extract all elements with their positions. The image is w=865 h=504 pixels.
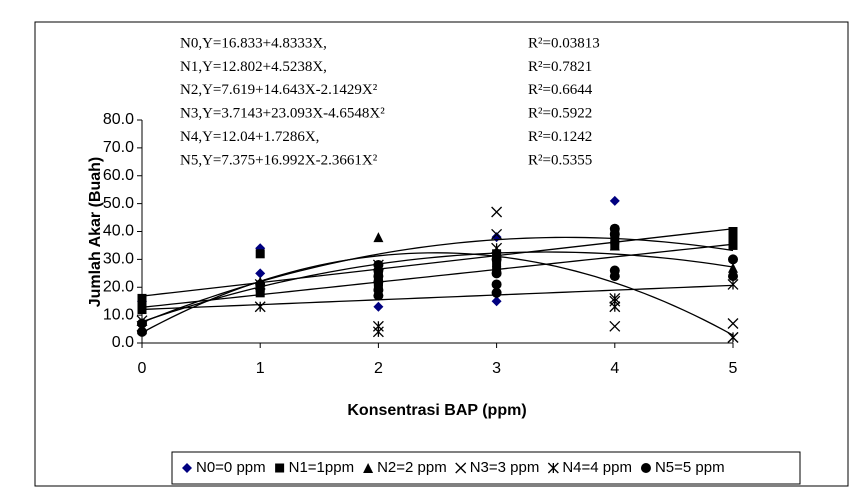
- marker: [373, 276, 384, 287]
- legend-label: N1=1ppm: [289, 459, 354, 476]
- equation: N4,Y=12.04+1.7286X,: [180, 129, 319, 145]
- marker: [137, 293, 147, 303]
- marker: [491, 228, 503, 240]
- marker: [137, 326, 147, 337]
- marker: [491, 242, 503, 254]
- marker: [728, 227, 738, 236]
- marker: [728, 240, 738, 250]
- marker: [609, 295, 621, 307]
- legend-item: N0=0 ppm: [182, 459, 266, 476]
- marker: [372, 326, 384, 338]
- x-axis-title: Konsentrasi BAP (ppm): [347, 402, 526, 419]
- y-tick-label: 0.0: [112, 334, 134, 351]
- marker: [609, 320, 621, 332]
- r-squared: R²=0.03813: [528, 35, 600, 51]
- marker: [609, 229, 620, 240]
- marker: [255, 249, 265, 259]
- r-squared: R²=0.5355: [528, 152, 592, 168]
- trendline: [141, 251, 734, 323]
- y-axis-title: Jumlah Akar (Buah): [87, 157, 104, 308]
- legend-item: N4=4 ppm: [547, 459, 632, 476]
- chart-border: [34, 21, 849, 487]
- r-squared: R²=0.6644: [528, 82, 593, 98]
- r-squared: R²=0.5922: [528, 106, 592, 122]
- marker: [491, 254, 502, 265]
- marker: [455, 462, 467, 474]
- legend-label: N4=4 ppm: [562, 459, 632, 476]
- marker: [137, 299, 147, 309]
- marker: [373, 290, 384, 301]
- equation: N1,Y=12.802+4.5238X,: [180, 59, 327, 75]
- legend-label: N3=3 ppm: [470, 459, 540, 476]
- marker: [373, 232, 384, 243]
- y-tick-label: 10.0: [103, 306, 134, 323]
- marker: [610, 235, 620, 245]
- marker: [255, 288, 265, 298]
- legend-label: N0=0 ppm: [196, 459, 266, 476]
- marker: [137, 318, 147, 329]
- marker: [728, 232, 738, 242]
- marker: [491, 279, 502, 290]
- marker: [255, 268, 266, 279]
- legend-item: N1=1ppm: [275, 459, 354, 476]
- equation: N2,Y=7.619+14.643X-2.1429X²: [180, 82, 378, 98]
- legend-item: N5=5 ppm: [640, 459, 725, 476]
- trendline: [141, 284, 734, 311]
- marker: [728, 254, 738, 265]
- marker: [373, 301, 384, 312]
- marker: [728, 271, 738, 282]
- y-tick-label: 30.0: [103, 251, 134, 268]
- marker: [255, 279, 266, 290]
- equation: N0,Y=16.833+4.8333X,: [180, 35, 327, 51]
- marker: [363, 463, 374, 473]
- legend-item: N3=3 ppm: [455, 459, 540, 476]
- marker: [727, 279, 739, 290]
- marker: [491, 296, 502, 307]
- x-tick-label: 0: [138, 360, 147, 377]
- y-tick-label: 20.0: [103, 278, 134, 295]
- legend-item: N2=2 ppm: [363, 459, 447, 476]
- marker: [609, 271, 620, 282]
- x-tick-label: 5: [729, 360, 738, 377]
- x-tick-label: 3: [492, 360, 501, 377]
- marker: [275, 463, 285, 473]
- x-tick-label: 1: [256, 360, 265, 377]
- marker: [727, 318, 739, 329]
- marker: [491, 268, 502, 279]
- marker: [609, 195, 620, 206]
- marker: [640, 463, 651, 473]
- y-tick-label: 70.0: [103, 139, 134, 156]
- r-squared: R²=0.7821: [528, 59, 592, 75]
- marker: [254, 301, 266, 313]
- x-tick-label: 2: [374, 360, 383, 377]
- y-tick-label: 50.0: [103, 195, 134, 212]
- legend-label: N2=2 ppm: [377, 459, 447, 476]
- legend-label: N5=5 ppm: [655, 459, 725, 476]
- marker: [137, 305, 147, 315]
- marker: [491, 206, 503, 218]
- marker: [727, 331, 739, 343]
- y-tick-label: 60.0: [103, 167, 134, 184]
- marker: [182, 463, 192, 473]
- marker: [728, 262, 738, 273]
- equation: N3,Y=3.7143+23.093X-4.6548X²: [180, 106, 385, 122]
- r-squared: R²=0.1242: [528, 129, 592, 145]
- trendline: [141, 236, 734, 324]
- marker: [609, 240, 620, 251]
- marker: [547, 462, 559, 474]
- y-tick-label: 80.0: [103, 111, 134, 128]
- y-tick-label: 40.0: [103, 223, 134, 240]
- x-tick-label: 4: [610, 360, 619, 377]
- equation: N5,Y=7.375+16.992X-2.3661X²: [180, 152, 378, 168]
- marker: [491, 287, 502, 298]
